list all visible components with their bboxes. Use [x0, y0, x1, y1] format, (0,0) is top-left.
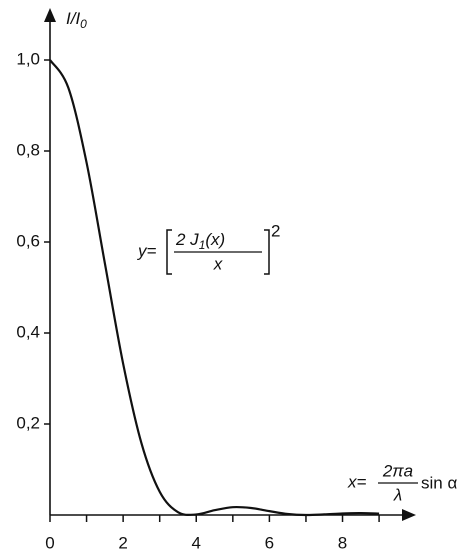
y-tick-label: 0,2	[16, 413, 40, 432]
x-tick-label: 8	[338, 533, 347, 552]
xlabel-den: λ	[393, 485, 402, 504]
formula-den: x	[213, 254, 223, 273]
y-tick-label: 0,6	[16, 231, 40, 250]
y-arrow	[44, 8, 56, 22]
xlabel-tail: sin α	[421, 473, 457, 492]
formula: y= 2 J1(x) x 2	[137, 221, 280, 275]
x-tick-label: 0	[45, 533, 54, 552]
formula-power: 2	[271, 221, 280, 240]
x-arrow	[402, 509, 416, 521]
curve	[49, 59, 380, 517]
y-axis-label: I/I0	[66, 9, 87, 31]
formula-num: 2 J1(x)	[175, 230, 225, 252]
x-axis-label: x= 2πa λ sin α	[347, 461, 457, 504]
y-tick-label: 1,0	[16, 49, 40, 68]
xlabel-num: 2πa	[382, 461, 413, 480]
y-tick-label: 0,8	[16, 140, 40, 159]
x-tick-label: 6	[265, 533, 274, 552]
x-tick-label: 2	[118, 533, 127, 552]
xlabel-lhs: x=	[347, 472, 367, 491]
y-tick-label: 0,4	[16, 322, 40, 341]
x-tick-label: 4	[192, 533, 201, 552]
formula-lhs: y=	[137, 241, 157, 260]
